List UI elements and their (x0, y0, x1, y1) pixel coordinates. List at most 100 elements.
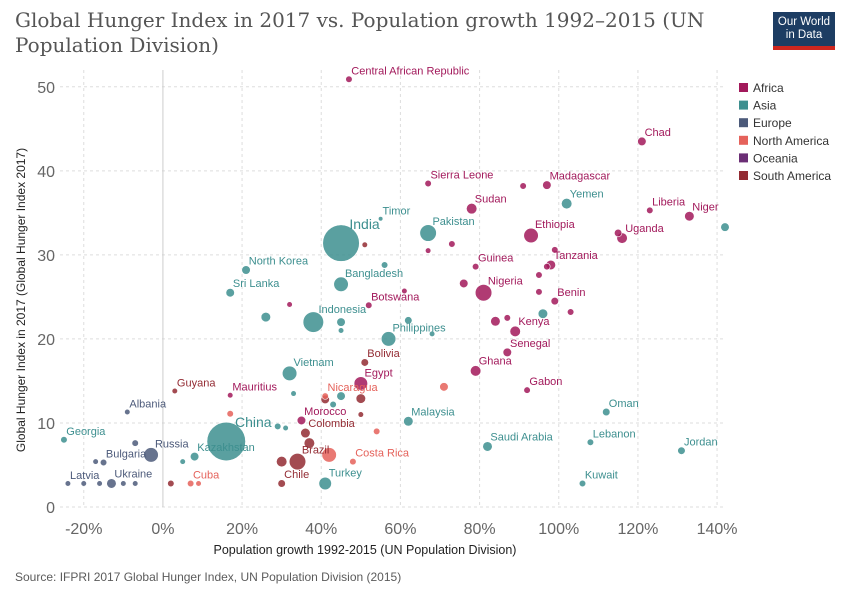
data-point[interactable] (535, 271, 543, 279)
data-point[interactable] (281, 365, 298, 381)
data-point[interactable] (322, 224, 360, 262)
data-point[interactable] (419, 224, 437, 242)
data-point[interactable] (472, 263, 480, 271)
data-point[interactable] (646, 206, 654, 214)
data-point[interactable] (353, 376, 368, 391)
data-point[interactable] (614, 228, 623, 238)
data-point[interactable] (349, 458, 357, 466)
data-point[interactable] (537, 308, 549, 319)
data-point[interactable] (459, 278, 469, 289)
data-point[interactable] (684, 211, 695, 222)
data-point[interactable] (206, 421, 246, 462)
data-point[interactable] (227, 392, 234, 399)
data-point[interactable] (551, 246, 559, 254)
data-point[interactable] (302, 311, 324, 333)
data-point[interactable] (300, 427, 311, 439)
data-point[interactable] (720, 222, 730, 232)
data-point[interactable] (586, 438, 595, 446)
data-point[interactable] (241, 265, 251, 275)
data-point[interactable] (189, 451, 200, 462)
data-point[interactable] (542, 180, 552, 190)
data-point[interactable] (329, 400, 337, 409)
data-point[interactable] (428, 330, 436, 337)
data-point[interactable] (425, 247, 432, 254)
data-point[interactable] (120, 480, 127, 487)
data-point[interactable] (296, 415, 307, 426)
data-point[interactable] (535, 288, 543, 296)
data-point[interactable] (64, 480, 72, 487)
data-point[interactable] (171, 387, 178, 395)
data-point[interactable] (561, 198, 573, 210)
data-point[interactable] (365, 301, 373, 309)
data-point[interactable] (274, 422, 282, 430)
data-point[interactable] (474, 284, 493, 302)
data-point[interactable] (357, 411, 364, 418)
data-point[interactable] (131, 439, 139, 447)
data-point[interactable] (466, 203, 478, 215)
data-point[interactable] (543, 263, 551, 271)
data-point[interactable] (523, 227, 539, 244)
data-point[interactable] (80, 480, 87, 487)
data-point[interactable] (502, 347, 512, 357)
data-point[interactable] (124, 408, 131, 416)
data-point[interactable] (677, 446, 686, 455)
data-point[interactable] (380, 261, 389, 269)
data-point[interactable] (96, 480, 103, 487)
data-point[interactable] (106, 478, 117, 489)
data-point[interactable] (282, 424, 289, 432)
data-point[interactable] (276, 456, 288, 468)
data-point[interactable] (482, 441, 493, 452)
data-point[interactable] (360, 358, 369, 367)
legend-item[interactable]: Asia (753, 99, 777, 113)
data-point[interactable] (288, 453, 307, 471)
data-point[interactable] (355, 393, 366, 404)
data-point[interactable] (503, 314, 511, 322)
data-point[interactable] (637, 136, 647, 147)
data-point[interactable] (318, 476, 332, 491)
legend-item[interactable]: North America (753, 134, 829, 148)
data-point[interactable] (403, 416, 414, 427)
data-point[interactable] (290, 390, 297, 397)
data-point[interactable] (578, 479, 587, 488)
data-point[interactable] (99, 458, 108, 467)
data-point[interactable] (404, 316, 413, 325)
data-point[interactable] (519, 182, 527, 190)
data-point[interactable] (195, 480, 202, 487)
data-point[interactable] (361, 241, 368, 248)
data-point[interactable] (225, 288, 235, 298)
data-point[interactable] (602, 407, 611, 417)
data-point[interactable] (286, 301, 293, 308)
data-point[interactable] (260, 311, 271, 323)
data-point[interactable] (470, 365, 482, 377)
legend-item[interactable]: Africa (753, 81, 784, 95)
data-point[interactable] (303, 437, 315, 449)
data-point[interactable] (277, 479, 286, 488)
data-point[interactable] (333, 276, 349, 292)
data-point[interactable] (380, 331, 397, 347)
data-point[interactable] (345, 75, 353, 83)
data-point[interactable] (321, 392, 329, 400)
data-point[interactable] (60, 436, 68, 444)
data-point[interactable] (132, 480, 139, 487)
data-point[interactable] (448, 240, 456, 248)
data-point[interactable] (179, 458, 186, 465)
data-point[interactable] (401, 287, 408, 295)
data-point[interactable] (167, 479, 175, 488)
data-point[interactable] (567, 308, 575, 316)
data-point[interactable] (490, 316, 501, 327)
data-point[interactable] (439, 382, 449, 392)
data-point[interactable] (336, 391, 346, 401)
data-point[interactable] (226, 410, 234, 418)
data-point[interactable] (337, 327, 345, 334)
owid-logo[interactable]: Our World in Data (773, 12, 835, 49)
data-point[interactable] (321, 447, 337, 463)
data-point[interactable] (187, 479, 195, 488)
data-point[interactable] (523, 386, 531, 394)
legend-item[interactable]: Oceania (753, 151, 798, 165)
data-point[interactable] (509, 325, 521, 337)
data-point[interactable] (550, 297, 559, 306)
data-point[interactable] (373, 427, 381, 435)
data-point[interactable] (92, 458, 99, 465)
data-point[interactable] (378, 216, 384, 222)
data-point[interactable] (143, 447, 159, 463)
